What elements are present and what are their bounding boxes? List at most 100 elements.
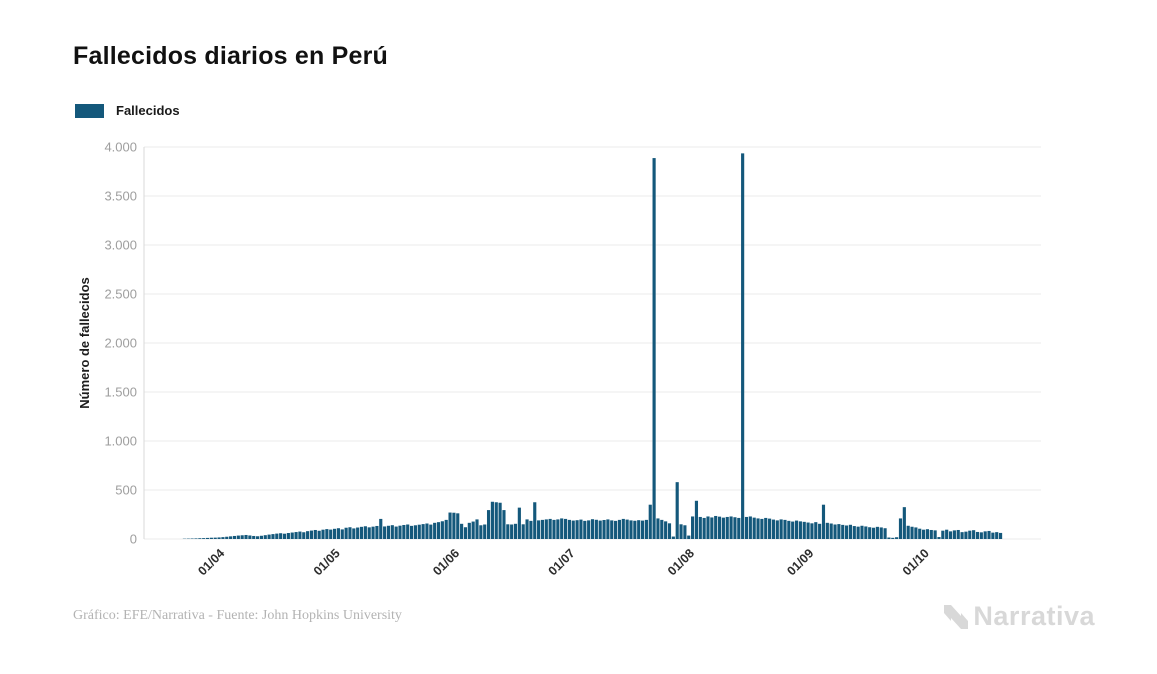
bar[interactable] (629, 520, 633, 539)
bar[interactable] (421, 524, 425, 539)
bar[interactable] (240, 535, 244, 539)
bar[interactable] (483, 524, 487, 539)
bar[interactable] (594, 519, 598, 539)
bar[interactable] (972, 530, 976, 539)
bar[interactable] (517, 507, 521, 539)
bar[interactable] (413, 525, 417, 539)
bar[interactable] (544, 519, 548, 539)
bar[interactable] (375, 525, 379, 539)
bar[interactable] (868, 527, 872, 539)
bar[interactable] (748, 516, 752, 539)
bar[interactable] (744, 516, 749, 539)
bar[interactable] (506, 524, 510, 539)
bar[interactable] (922, 529, 926, 539)
bar[interactable] (644, 519, 648, 539)
bar[interactable] (356, 527, 360, 539)
bar[interactable] (575, 520, 579, 539)
bar[interactable] (798, 521, 802, 539)
bar[interactable] (332, 528, 337, 539)
bar[interactable] (918, 528, 922, 539)
bar[interactable] (660, 519, 664, 539)
bar[interactable] (987, 530, 991, 539)
bar[interactable] (548, 518, 552, 539)
bar[interactable] (321, 529, 325, 539)
bar[interactable] (306, 531, 310, 539)
bar[interactable] (729, 516, 733, 539)
bar[interactable] (852, 526, 856, 539)
bar[interactable] (552, 519, 556, 539)
bar[interactable] (571, 520, 575, 539)
bar[interactable] (875, 526, 879, 539)
bar[interactable] (721, 517, 725, 539)
bar[interactable] (814, 522, 818, 539)
bar[interactable] (367, 527, 371, 539)
bar[interactable] (791, 521, 795, 539)
bar[interactable] (325, 529, 329, 539)
bar[interactable] (217, 537, 221, 539)
bar[interactable] (637, 520, 641, 539)
bar[interactable] (313, 529, 317, 539)
bar[interactable] (833, 524, 837, 539)
bar[interactable] (513, 523, 518, 539)
bar[interactable] (533, 502, 537, 539)
bar[interactable] (602, 519, 606, 539)
bar[interactable] (510, 524, 514, 539)
bar[interactable] (436, 522, 441, 539)
bar[interactable] (948, 531, 953, 539)
bar[interactable] (606, 519, 610, 539)
bar[interactable] (733, 517, 737, 539)
bar[interactable] (640, 520, 645, 539)
bar[interactable] (621, 518, 625, 539)
bar[interactable] (494, 502, 498, 539)
bar[interactable] (968, 530, 972, 539)
bar[interactable] (956, 529, 960, 539)
bar[interactable] (683, 525, 687, 539)
bar[interactable] (402, 524, 406, 539)
bar[interactable] (610, 520, 614, 539)
bar[interactable] (205, 537, 210, 539)
bar[interactable] (879, 527, 883, 539)
bar[interactable] (679, 524, 683, 539)
bar[interactable] (379, 518, 383, 539)
bar[interactable] (775, 520, 779, 539)
bar[interactable] (194, 538, 198, 539)
bar[interactable] (821, 504, 826, 539)
bar[interactable] (440, 521, 444, 539)
bar[interactable] (671, 536, 675, 539)
bar[interactable] (294, 532, 298, 539)
bar[interactable] (286, 533, 290, 539)
bar[interactable] (348, 527, 352, 539)
bar[interactable] (864, 526, 868, 539)
bar[interactable] (771, 519, 776, 539)
bar[interactable] (779, 519, 783, 539)
bar[interactable] (925, 529, 930, 539)
bar[interactable] (336, 528, 340, 539)
bar[interactable] (521, 524, 525, 539)
bar[interactable] (895, 537, 899, 539)
bar[interactable] (417, 524, 421, 539)
bar[interactable] (937, 537, 941, 539)
bar[interactable] (502, 510, 506, 539)
bar[interactable] (498, 502, 502, 539)
bar[interactable] (995, 532, 999, 539)
bar[interactable] (725, 516, 729, 539)
bar[interactable] (271, 534, 275, 539)
bar[interactable] (664, 521, 668, 539)
bar[interactable] (999, 532, 1003, 539)
bar[interactable] (694, 500, 699, 539)
bar[interactable] (198, 538, 202, 539)
bar[interactable] (406, 524, 410, 539)
bar[interactable] (698, 516, 702, 539)
bar[interactable] (317, 530, 321, 539)
bar[interactable] (359, 526, 364, 539)
bar[interactable] (983, 531, 987, 539)
bar[interactable] (475, 519, 479, 539)
bar[interactable] (964, 531, 968, 539)
bar[interactable] (952, 530, 956, 539)
bar[interactable] (841, 524, 845, 539)
bar[interactable] (471, 521, 475, 539)
bar[interactable] (902, 507, 906, 539)
bar[interactable] (263, 535, 267, 539)
bar[interactable] (467, 522, 471, 539)
bar[interactable] (633, 520, 637, 539)
